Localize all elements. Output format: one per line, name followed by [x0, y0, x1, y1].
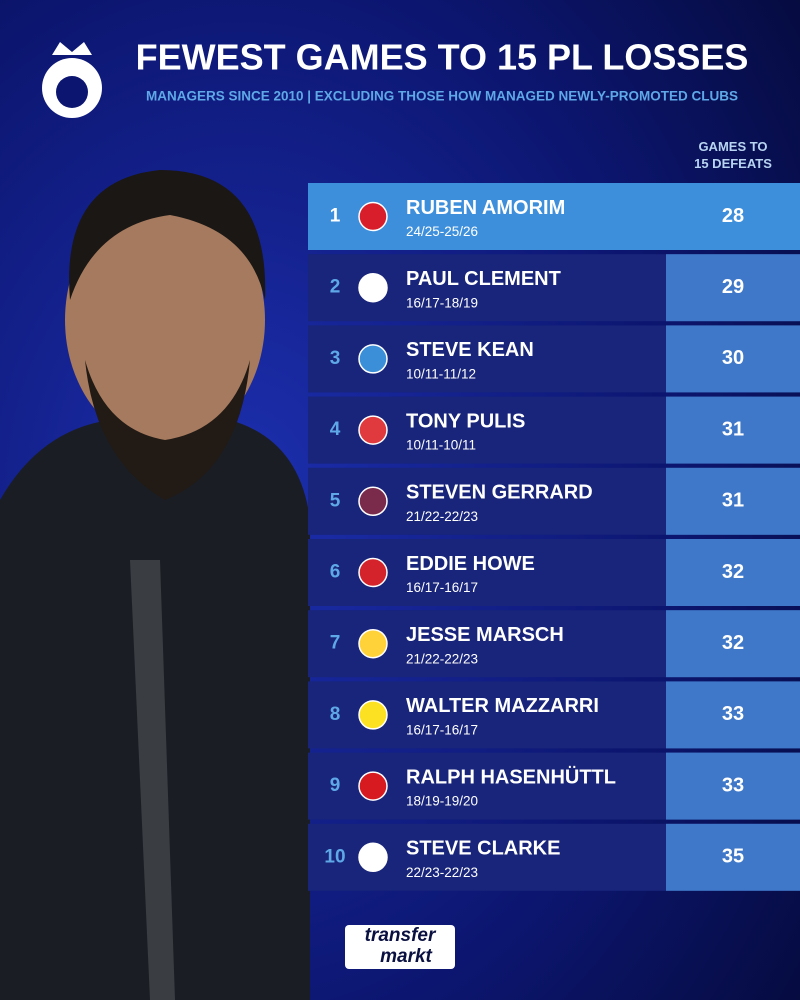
- games-cell: [666, 539, 800, 606]
- seasons: 16/17-18/19: [406, 295, 478, 310]
- manager-name: RALPH HASENHÜTTL: [406, 765, 616, 788]
- club-crest: [358, 415, 388, 445]
- logo-line1: transfer: [365, 925, 437, 946]
- games: 28: [722, 205, 744, 227]
- manager-name: STEVEN GERRARD: [406, 482, 593, 504]
- games: 33: [722, 774, 744, 796]
- club-crest: [358, 700, 388, 730]
- manager-name: WALTER MAZZARRI: [406, 695, 599, 717]
- club-crest: [358, 344, 388, 374]
- seasons: 22/23-22/23: [406, 865, 478, 880]
- manager-name: STEVE KEAN: [406, 339, 534, 361]
- logo-line2: markt: [380, 946, 432, 967]
- games: 31: [722, 490, 744, 512]
- games: 33: [722, 703, 744, 725]
- games-cell: [666, 467, 800, 535]
- manager-name: EDDIE HOWE: [406, 553, 535, 575]
- games-cell: [666, 325, 800, 393]
- rank: 5: [330, 490, 341, 511]
- games: 29: [722, 276, 744, 298]
- rank: 2: [330, 277, 341, 298]
- column-header-box: GAMES TO 15 DEFEATS: [694, 139, 772, 171]
- games-cell: [666, 752, 800, 820]
- manager-name: JESSE MARSCH: [406, 624, 564, 646]
- games: 31: [722, 418, 744, 440]
- manager-name: TONY PULIS: [406, 410, 525, 432]
- rank: 6: [330, 562, 341, 583]
- manager-name: PAUL CLEMENT: [406, 268, 561, 290]
- club-crest: [358, 628, 388, 659]
- games-cell: [666, 610, 800, 678]
- seasons: 10/11-10/11: [406, 438, 476, 453]
- club-crest: [358, 201, 388, 232]
- club-crest: [358, 486, 388, 517]
- games-cell: [666, 823, 800, 891]
- club-crest: [358, 842, 388, 873]
- seasons: 10/11-11/12: [406, 366, 476, 381]
- games-cell: [666, 681, 800, 749]
- club-crest: [358, 557, 388, 588]
- transfermarkt-logo: transfer markt: [345, 925, 455, 969]
- seasons: 21/22-22/23: [406, 651, 478, 666]
- games-cell: [666, 396, 800, 464]
- rank: 9: [330, 775, 341, 796]
- seasons: 18/19-19/20: [406, 794, 478, 809]
- rank: 1: [330, 206, 341, 227]
- rank: 3: [330, 348, 341, 369]
- seasons: 16/17-16/17: [406, 580, 478, 595]
- manager-photo: [0, 170, 310, 1000]
- games: 30: [722, 347, 744, 369]
- games-cell: [666, 183, 800, 250]
- seasons: 21/22-22/23: [406, 509, 478, 524]
- pl-logo: [42, 42, 102, 118]
- table: 1 RUBEN AMORIM 24/25-25/26 28 2 PAUL CLEMENT 1…: [308, 183, 800, 891]
- club-crest: [358, 771, 388, 801]
- games: 32: [722, 561, 744, 583]
- rank: 8: [330, 704, 341, 725]
- games-cell: [666, 254, 800, 322]
- games: 32: [722, 632, 744, 654]
- seasons: 16/17-16/17: [406, 722, 478, 737]
- column-header: GAMES TO 15 DEFEATS: [694, 139, 772, 171]
- rank: 10: [324, 846, 345, 867]
- rank: 4: [330, 419, 341, 440]
- seasons: 24/25-25/26: [406, 224, 478, 239]
- manager-name: STEVE CLARKE: [406, 838, 560, 860]
- manager-name: RUBEN AMORIM: [406, 197, 565, 219]
- club-crest: [358, 272, 388, 303]
- subtitle: MANAGERS SINCE 2010 | EXCLUDING THOSE HO…: [146, 89, 738, 104]
- games: 35: [722, 846, 744, 868]
- title: FEWEST GAMES TO 15 PL LOSSES: [136, 37, 749, 78]
- rank: 7: [330, 633, 341, 654]
